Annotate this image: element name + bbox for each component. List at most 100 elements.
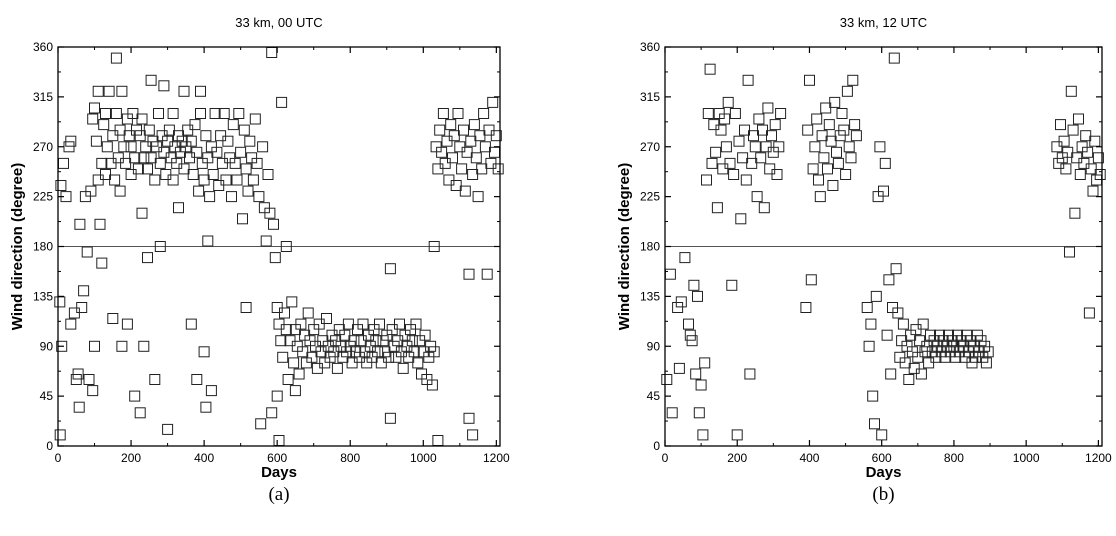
data-point <box>257 141 269 153</box>
data-point <box>702 108 714 119</box>
y-tick-label: 0 <box>653 439 660 453</box>
data-point <box>87 385 99 397</box>
data-point <box>56 340 68 352</box>
data-point <box>822 163 833 175</box>
data-point <box>255 418 267 430</box>
data-point <box>695 379 707 391</box>
data-point <box>348 335 360 347</box>
data-point <box>134 130 146 142</box>
data-point <box>162 423 174 435</box>
data-point <box>205 385 217 397</box>
data-point <box>276 96 288 108</box>
data-point <box>445 119 457 131</box>
data-point <box>892 307 904 319</box>
data-point <box>1067 124 1079 136</box>
data-point <box>65 318 77 330</box>
data-point <box>834 130 846 142</box>
x-tick-label: 400 <box>194 451 214 465</box>
data-point <box>233 108 245 119</box>
data-point <box>154 157 166 169</box>
data-point <box>394 318 405 330</box>
data-point <box>231 174 243 186</box>
data-point <box>744 368 756 380</box>
data-point <box>755 152 767 164</box>
data-point <box>876 429 888 441</box>
data-point <box>162 135 174 147</box>
data-point <box>178 85 190 97</box>
data-point <box>489 146 500 158</box>
data-point <box>268 218 279 230</box>
data-point <box>200 401 212 413</box>
data-point <box>138 340 150 352</box>
data-point <box>701 174 712 186</box>
data-point <box>467 429 479 441</box>
data-point <box>269 252 281 264</box>
data-point <box>110 108 122 119</box>
data-point <box>923 357 935 369</box>
data-point <box>758 202 770 214</box>
data-point <box>204 191 216 203</box>
y-axis-label: Wind direction (degree) <box>9 163 26 330</box>
data-point <box>692 290 703 302</box>
data-point <box>136 207 148 219</box>
data-point <box>242 185 254 197</box>
data-point <box>207 169 219 180</box>
data-point <box>284 335 296 347</box>
data-point <box>476 163 488 175</box>
data-point <box>107 130 119 142</box>
data-point <box>450 180 462 191</box>
data-point <box>96 157 108 169</box>
data-point <box>1051 141 1063 153</box>
data-point <box>54 296 66 308</box>
data-point <box>129 390 141 402</box>
y-tick-label: 135 <box>33 289 53 303</box>
data-point <box>408 346 420 358</box>
y-tick-label: 45 <box>40 389 54 403</box>
data-point <box>706 157 718 169</box>
data-point <box>432 435 444 446</box>
data-point <box>94 218 106 230</box>
data-point <box>158 80 170 92</box>
x-tick-label: 600 <box>267 451 287 465</box>
data-point <box>200 130 212 142</box>
data-point <box>897 318 909 330</box>
data-point <box>448 130 460 142</box>
data-point <box>470 152 482 164</box>
data-point <box>1094 169 1106 180</box>
data-point <box>666 407 678 419</box>
data-point <box>153 108 164 119</box>
data-point <box>731 429 743 441</box>
x-tick-label: 200 <box>727 451 747 465</box>
data-point <box>280 241 292 252</box>
y-tick-label: 360 <box>33 40 53 54</box>
data-point <box>686 335 698 347</box>
data-point <box>235 146 247 158</box>
data-point <box>820 102 832 114</box>
data-point <box>729 108 741 119</box>
data-point <box>982 346 994 358</box>
data-point <box>878 185 889 197</box>
data-point <box>679 252 691 264</box>
data-point <box>890 263 902 275</box>
data-point <box>279 307 290 319</box>
y-tick-label: 0 <box>46 439 53 453</box>
data-point <box>487 96 499 108</box>
data-point <box>101 141 113 153</box>
data-point <box>975 335 987 347</box>
data-point <box>1058 135 1070 147</box>
data-point <box>98 119 110 131</box>
data-point <box>811 113 823 125</box>
x-tick-label: 1200 <box>483 451 510 465</box>
x-tick-label: 600 <box>872 451 892 465</box>
data-point <box>746 157 758 169</box>
data-point <box>227 119 239 131</box>
data-point <box>1071 152 1083 164</box>
data-point <box>715 124 727 136</box>
data-point <box>841 85 853 97</box>
data-point <box>107 313 119 324</box>
data-point <box>452 108 464 119</box>
y-tick-label: 225 <box>33 190 53 204</box>
data-point <box>81 246 93 258</box>
data-point <box>661 374 673 385</box>
data-point <box>1092 152 1104 164</box>
